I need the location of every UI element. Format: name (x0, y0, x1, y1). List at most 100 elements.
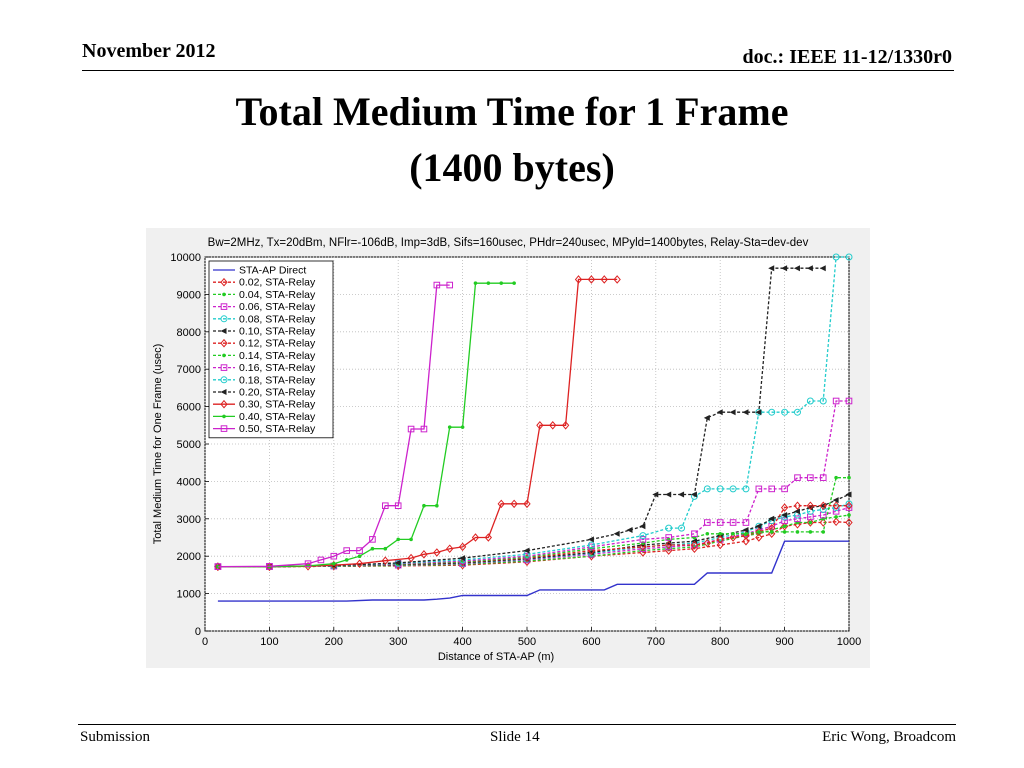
legend-entry-9: 0.18, STA-Relay (239, 374, 316, 386)
x-tick-label: 1000 (837, 636, 861, 648)
y-tick-label: 0 (195, 626, 201, 638)
series-point-1 (819, 518, 827, 527)
series-point-7 (808, 530, 813, 534)
series-point-10 (690, 491, 697, 498)
series-point-12 (499, 281, 504, 285)
series-point-11 (433, 548, 441, 557)
series-point-7 (782, 530, 787, 534)
legend-entry-6: 0.12, STA-Relay (239, 338, 316, 350)
legend-marker-6 (220, 338, 228, 348)
series-point-9 (729, 485, 737, 493)
footer-submission: Submission (80, 729, 151, 745)
y-tick-label: 6000 (177, 402, 201, 414)
series-point-13 (214, 563, 222, 570)
series-point-13 (356, 547, 363, 554)
series-point-9 (781, 408, 789, 416)
series-point-12 (383, 546, 388, 551)
x-tick-label: 700 (647, 636, 665, 648)
legend-entry-8: 0.16, STA-Relay (239, 362, 316, 374)
series-point-2 (782, 524, 787, 529)
series-point-6 (806, 501, 815, 510)
series-point-8 (665, 534, 672, 541)
series-point-8 (742, 519, 750, 526)
series-point-6 (665, 540, 673, 550)
series-point-6 (703, 538, 711, 548)
slide-title-line1: Total Medium Time for 1 Frame (235, 89, 789, 134)
series-point-11 (497, 499, 505, 509)
legend-marker-11 (220, 399, 228, 409)
series-point-10 (755, 409, 762, 416)
footer-divider (78, 724, 956, 725)
footer-slide-number: Slide 14 (490, 729, 540, 745)
series-point-11 (407, 553, 415, 563)
series-point-13 (343, 547, 350, 554)
y-tick-label: 1000 (177, 589, 201, 601)
series-point-10 (742, 409, 749, 416)
series-point-6 (819, 501, 827, 510)
series-point-11 (265, 562, 274, 571)
series-point-8 (819, 474, 827, 481)
x-axis-label: Distance of STA-AP (m) (438, 651, 554, 663)
series-point-13 (266, 562, 273, 570)
series-point-7 (705, 531, 710, 536)
series-line-10 (217, 267, 824, 568)
series-point-7 (821, 530, 826, 534)
series-point-11 (574, 275, 583, 284)
x-tick-label: 300 (389, 636, 407, 648)
legend-entry-3: 0.06, STA-Relay (239, 301, 316, 313)
series-point-11 (587, 275, 596, 284)
series-point-1 (716, 540, 724, 550)
x-tick-label: 100 (260, 636, 278, 648)
series-point-10 (716, 409, 723, 416)
series-point-6 (639, 542, 647, 552)
series-point-12 (512, 281, 516, 285)
series-point-8 (716, 519, 724, 526)
header-divider (82, 70, 954, 71)
series-point-13 (433, 281, 441, 289)
legend-entry-2: 0.04, STA-Relay (239, 289, 316, 301)
footer-author: Eric Wong, Broadcom (822, 729, 956, 745)
legend-marker-4 (220, 315, 228, 323)
series-point-11 (381, 556, 389, 565)
legend-marker-12 (222, 414, 226, 419)
y-tick-label: 9000 (177, 289, 201, 301)
series-point-8 (691, 530, 698, 538)
x-tick-label: 400 (453, 636, 471, 648)
series-point-12 (422, 503, 426, 508)
series-point-5 (781, 512, 788, 519)
series-point-10 (781, 265, 788, 272)
series-point-11 (510, 499, 518, 509)
series-point-5 (845, 491, 852, 498)
series-point-9 (832, 253, 840, 261)
series-point-7 (757, 530, 761, 534)
series-point-1 (742, 536, 750, 546)
series-point-9 (587, 541, 595, 549)
y-tick-label: 10000 (170, 252, 201, 264)
series-point-1 (845, 518, 853, 527)
medium-time-chart: Bw=2MHz, Tx=20dBm, NFlr=-106dB, Imp=3dB,… (146, 228, 870, 668)
series-point-13 (330, 552, 338, 560)
series-point-9 (845, 253, 853, 261)
series-point-12 (460, 425, 465, 429)
series-point-1 (768, 529, 776, 539)
series-point-10 (394, 559, 401, 566)
series-point-10 (793, 265, 800, 272)
series-point-11 (484, 533, 493, 542)
series-point-11 (549, 421, 557, 430)
series-point-10 (587, 536, 594, 543)
series-point-13 (369, 536, 376, 543)
legend-marker-2 (222, 292, 226, 297)
series-point-9 (819, 397, 827, 405)
slide-title-line2: (1400 bytes) (409, 145, 615, 190)
series-point-6 (742, 531, 750, 540)
chart-container: Bw=2MHz, Tx=20dBm, NFlr=-106dB, Imp=3dB,… (146, 228, 870, 668)
series-point-6 (793, 501, 802, 510)
series-point-5 (768, 515, 775, 522)
series-point-7 (847, 475, 851, 480)
series-point-13 (317, 556, 325, 564)
series-point-12 (473, 281, 478, 285)
series-point-8 (794, 474, 801, 481)
series-line-8 (217, 400, 849, 568)
series-point-4 (832, 504, 840, 512)
legend-entry-5: 0.10, STA-Relay (239, 326, 316, 338)
